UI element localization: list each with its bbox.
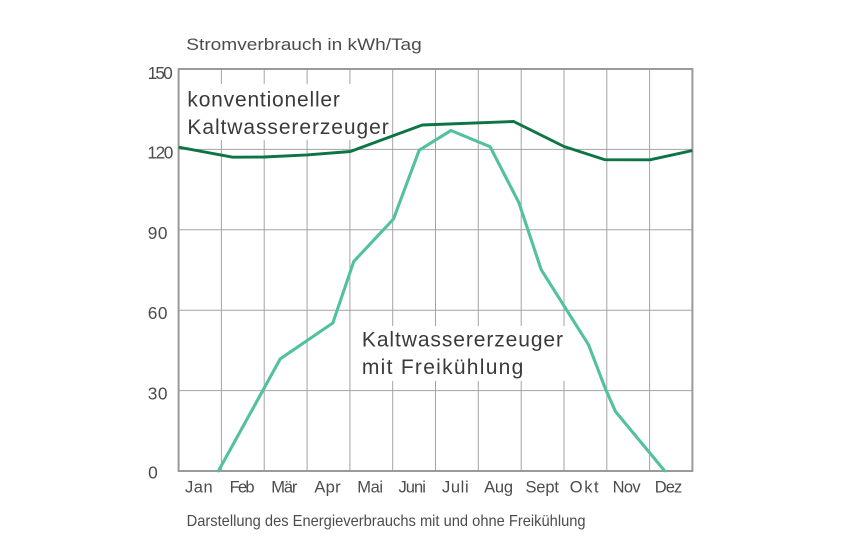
svg-text:Mär: Mär xyxy=(271,479,298,497)
svg-text:Juli: Juli xyxy=(442,479,469,497)
svg-text:Kaltwassererzeuger: Kaltwassererzeuger xyxy=(362,329,563,352)
svg-text:Okt: Okt xyxy=(570,479,599,497)
svg-text:Darstellung des Energieverbrau: Darstellung des Energieverbrauchs mit un… xyxy=(187,513,586,530)
svg-text:Kaltwassererzeuger: Kaltwassererzeuger xyxy=(187,116,388,139)
svg-text:Juni: Juni xyxy=(399,479,426,497)
svg-text:Stromverbrauch in kWh/Tag: Stromverbrauch in kWh/Tag xyxy=(186,35,421,54)
svg-text:Aug: Aug xyxy=(484,479,513,497)
svg-text:0: 0 xyxy=(148,463,158,483)
svg-text:mit Freikühlung: mit Freikühlung xyxy=(362,356,523,379)
svg-text:90: 90 xyxy=(148,223,168,243)
svg-text:120: 120 xyxy=(147,142,173,162)
svg-text:Mai: Mai xyxy=(357,479,383,497)
svg-text:Sept: Sept xyxy=(525,479,559,497)
svg-text:Apr: Apr xyxy=(314,479,341,497)
svg-text:konventioneller: konventioneller xyxy=(187,88,340,111)
svg-text:30: 30 xyxy=(148,384,168,404)
svg-text:Dez: Dez xyxy=(655,479,682,497)
svg-text:60: 60 xyxy=(148,303,168,323)
svg-text:Feb: Feb xyxy=(230,479,255,497)
svg-text:Nov: Nov xyxy=(613,479,642,497)
svg-text:150: 150 xyxy=(148,63,173,83)
svg-text:Jan: Jan xyxy=(185,479,213,497)
